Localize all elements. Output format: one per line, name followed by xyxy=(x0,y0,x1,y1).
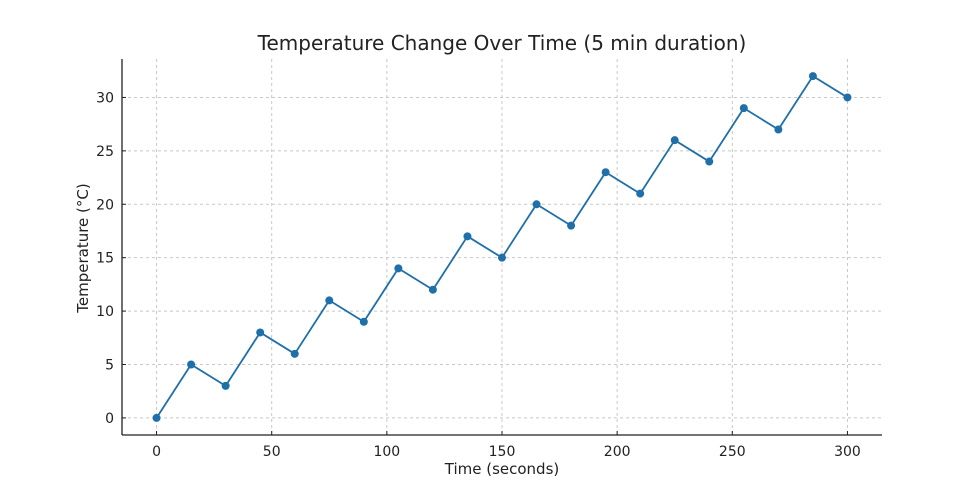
y-axis-ticks: 0 5 10 15 20 25 30 xyxy=(96,90,126,427)
y-tick-label: 10 xyxy=(96,304,114,320)
data-point xyxy=(152,413,161,422)
x-axis-ticks: 0 50 100 150 200 250 300 xyxy=(152,431,861,460)
data-point xyxy=(463,232,472,241)
grid xyxy=(122,59,882,435)
y-tick-label: 0 xyxy=(105,411,114,427)
data-point xyxy=(498,253,506,262)
y-tick-label: 20 xyxy=(96,197,114,213)
y-axis-label: Temperature (°C) xyxy=(74,183,92,313)
x-axis-label: Time (seconds) xyxy=(444,460,560,478)
y-tick-label: 25 xyxy=(96,144,114,160)
data-point xyxy=(670,136,679,145)
data-point xyxy=(739,104,748,113)
x-tick-label: 0 xyxy=(152,444,161,460)
data-point xyxy=(394,264,403,273)
x-tick-label: 50 xyxy=(263,444,281,460)
data-point xyxy=(567,221,576,230)
x-tick-label: 150 xyxy=(489,444,516,460)
data-point xyxy=(428,285,437,294)
data-point xyxy=(808,72,817,81)
x-tick-label: 200 xyxy=(604,444,631,460)
x-tick-label: 100 xyxy=(373,444,400,460)
data-point xyxy=(325,296,334,305)
data-point xyxy=(636,189,645,198)
y-tick-label: 30 xyxy=(96,90,114,106)
x-tick-label: 300 xyxy=(834,444,861,460)
chart-title: Temperature Change Over Time (5 min dura… xyxy=(257,31,747,55)
data-point xyxy=(705,157,714,166)
data-point xyxy=(601,168,610,177)
data-point xyxy=(532,200,541,209)
data-point xyxy=(359,317,368,326)
y-tick-label: 15 xyxy=(96,251,114,267)
y-tick-label: 5 xyxy=(105,358,114,374)
data-point xyxy=(290,349,299,358)
data-point xyxy=(221,381,230,390)
series-temperature xyxy=(152,72,852,422)
data-point xyxy=(187,360,196,369)
data-point xyxy=(843,93,852,102)
data-point xyxy=(774,125,783,134)
x-tick-label: 250 xyxy=(719,444,746,460)
data-point xyxy=(256,328,265,337)
